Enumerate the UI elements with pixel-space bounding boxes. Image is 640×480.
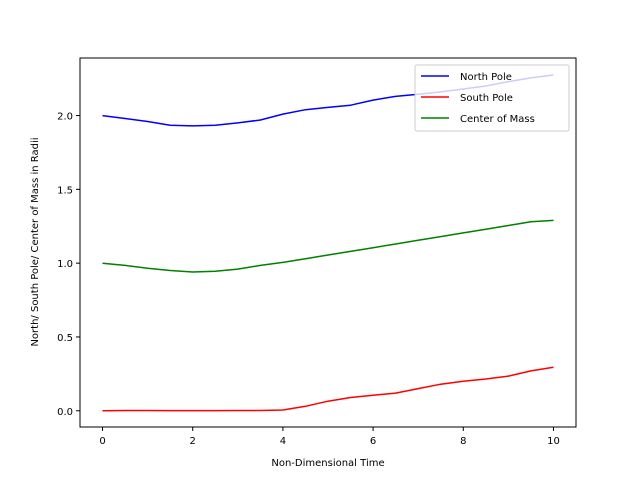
legend-label: Center of Mass xyxy=(460,114,535,125)
y-axis: 0.0 0.5 1.0 1.5 2.0 xyxy=(57,112,80,418)
x-tick-label: 8 xyxy=(460,436,466,447)
y-tick-label: 0.0 xyxy=(57,407,73,418)
legend: North Pole South Pole Center of Mass xyxy=(414,64,570,132)
x-axis: 0 2 4 6 8 10 xyxy=(99,427,560,447)
y-tick-label: 1.5 xyxy=(57,185,73,196)
legend-label: North Pole xyxy=(460,72,512,83)
y-tick-label: 2.0 xyxy=(57,112,73,123)
y-tick-label: 0.5 xyxy=(57,333,73,344)
x-tick-label: 4 xyxy=(280,436,286,447)
series-line-south-pole xyxy=(102,366,554,412)
x-axis-title: Non-Dimensional Time xyxy=(271,458,384,469)
x-tick-label: 10 xyxy=(547,436,560,447)
series-line-center-of-mass xyxy=(102,219,554,273)
x-tick-label: 0 xyxy=(99,436,105,447)
legend-box xyxy=(414,64,570,132)
y-axis-title: North/ South Pole/ Center of Mass in Rad… xyxy=(30,137,41,346)
y-tick-label: 1.0 xyxy=(57,259,73,270)
x-tick-label: 6 xyxy=(370,436,376,447)
x-tick-label: 2 xyxy=(190,436,196,447)
legend-label: South Pole xyxy=(460,93,513,104)
